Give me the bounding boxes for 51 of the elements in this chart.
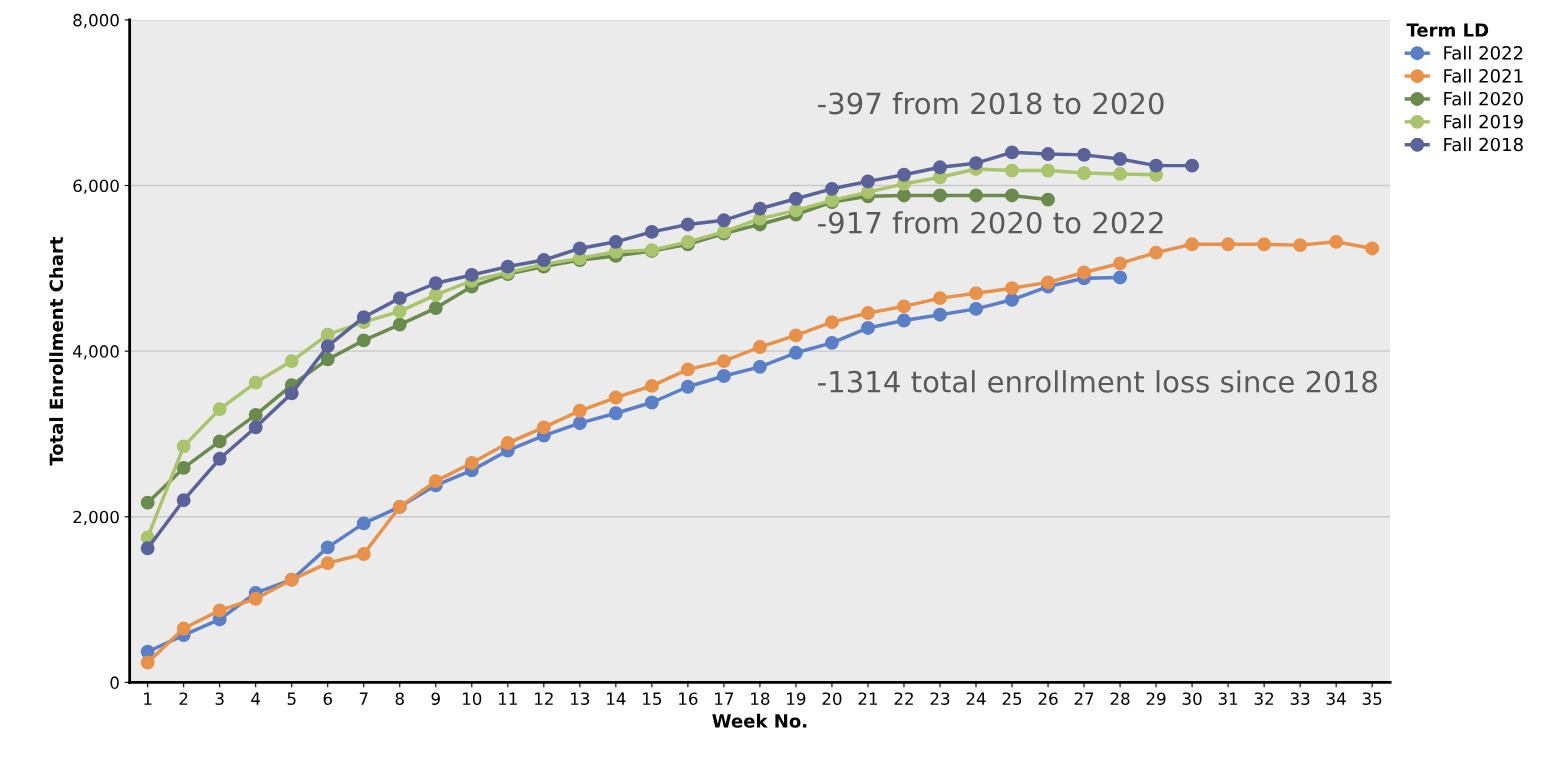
y-tick-label: 4,000 xyxy=(73,345,119,360)
x-tick-label: 3 xyxy=(215,692,224,705)
y-tick-label: 2,000 xyxy=(73,510,119,526)
y-tick-label: 6,000 xyxy=(73,179,119,194)
legend-label: Fall 2021 xyxy=(1444,68,1523,83)
x-tick-label: 24 xyxy=(966,692,986,705)
x-tick-label: 14 xyxy=(607,692,626,705)
x-tick-label: 30 xyxy=(1182,692,1202,705)
x-tick-label: 19 xyxy=(787,692,806,705)
y-tick-label: 8,000 xyxy=(73,13,119,29)
x-tick-label: 6 xyxy=(323,692,332,705)
x-tick-label: 22 xyxy=(894,692,913,705)
x-tick-label: 18 xyxy=(751,692,770,705)
legend-label: Fall 2022 xyxy=(1444,45,1523,60)
annotation: -1314 total enrollment loss since 2018 xyxy=(818,370,1377,393)
x-tick-label: 7 xyxy=(359,692,368,705)
x-tick-label: 25 xyxy=(1002,692,1022,705)
x-tick-label: 32 xyxy=(1254,692,1274,705)
x-tick-label: 20 xyxy=(822,692,842,705)
x-tick-label: 13 xyxy=(571,692,590,705)
x-tick-label: 26 xyxy=(1038,692,1058,705)
x-tick-label: 23 xyxy=(930,692,950,705)
x-axis-title: Week No. xyxy=(712,713,807,728)
x-tick-label: 17 xyxy=(715,692,734,705)
x-tick-label: 33 xyxy=(1290,692,1310,705)
x-tick-label: 4 xyxy=(251,692,261,705)
x-tick-label: 9 xyxy=(431,692,440,705)
x-tick-label: 2 xyxy=(179,692,188,705)
x-tick-label: 1 xyxy=(144,692,152,705)
legend-label: Fall 2020 xyxy=(1444,91,1523,106)
x-tick-label: 12 xyxy=(535,692,553,705)
x-tick-label: 5 xyxy=(287,692,296,705)
y-tick-label: 0 xyxy=(110,676,119,689)
legend-label: Fall 2018 xyxy=(1444,137,1523,152)
legend-label: Fall 2019 xyxy=(1444,114,1523,129)
x-tick-label: 31 xyxy=(1218,692,1238,705)
x-tick-label: 8 xyxy=(395,692,404,705)
annotation: -917 from 2020 to 2022 xyxy=(818,211,1163,234)
annotation: -397 from 2018 to 2020 xyxy=(818,91,1164,115)
x-tick-label: 16 xyxy=(679,692,698,705)
x-tick-label: 35 xyxy=(1362,692,1382,705)
x-tick-label: 11 xyxy=(499,692,517,705)
x-tick-label: 15 xyxy=(643,692,662,705)
x-tick-label: 29 xyxy=(1146,692,1166,705)
x-tick-label: 34 xyxy=(1326,692,1346,705)
x-tick-label: 21 xyxy=(858,692,878,705)
x-tick-label: 10 xyxy=(463,692,482,705)
legend-title: Term LD xyxy=(1406,23,1489,37)
x-tick-label: 28 xyxy=(1110,692,1130,705)
x-tick-label: 27 xyxy=(1074,692,1094,705)
y-axis-title: Total Enrollment Chart xyxy=(49,236,64,466)
